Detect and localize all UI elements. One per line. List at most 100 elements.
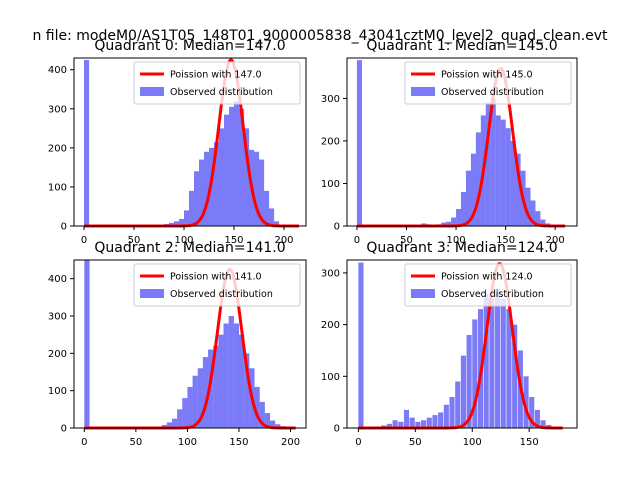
- q1-hist-bar: [485, 102, 491, 226]
- panel-q2: 0 50 100 150 200 0 100 200 300 400 Poission with 1…: [48, 240, 307, 448]
- q3-hist-bar: [512, 324, 518, 428]
- q0-y-tick-label: 200: [48, 143, 67, 154]
- q3-hist-bar: [358, 262, 364, 428]
- q2-hist-bar: [84, 260, 90, 428]
- panel-q1: 0 50 100 150 200 0 100 200 300 Poission with 145.…: [321, 38, 578, 246]
- q1-hist-bar: [490, 98, 496, 226]
- q2-hist-bar: [182, 398, 188, 428]
- q1-hist-bar: [461, 191, 467, 226]
- q3-hist-bar: [489, 298, 495, 428]
- q3-y-tick-label: 200: [321, 320, 340, 331]
- q3-hist-bar: [500, 298, 506, 428]
- q1-legend: [404, 61, 572, 105]
- q3-y-tick-label: 0: [334, 424, 340, 435]
- q0-hist-bar: [174, 221, 180, 226]
- q0-hist-bar: [229, 106, 235, 226]
- q1-hist-bar: [451, 217, 457, 226]
- q3-hist-bar: [438, 412, 444, 428]
- q2-hist-bar: [259, 401, 265, 428]
- q3-hist-bar: [421, 420, 427, 428]
- q3-x-tick-label: 100: [463, 437, 482, 448]
- q3-hist-bar: [523, 376, 529, 428]
- q0-hist-bar: [189, 190, 195, 226]
- q1-hist-bar: [495, 115, 501, 226]
- q1-hist-bar: [500, 119, 506, 226]
- q2-hist-bar: [269, 420, 276, 428]
- q2-legend-hist-swatch: [140, 289, 164, 298]
- q3-hist-bar: [455, 381, 461, 428]
- q3-hist-bar: [495, 288, 501, 428]
- q1-x-tick-label: 50: [400, 235, 413, 246]
- q2-y-tick-label: 400: [48, 274, 67, 285]
- q2-legend: [133, 263, 301, 307]
- q3-hist-bar: [466, 334, 472, 428]
- q1-x-tick-label: 100: [447, 235, 466, 246]
- q1-y-tick-label: 200: [321, 136, 340, 147]
- q2-hist-bar: [244, 353, 250, 428]
- q0-hist-bar: [204, 151, 210, 226]
- q0-hist-bar: [214, 142, 220, 226]
- q2-hist-bar: [187, 386, 193, 428]
- q3-x-tick-label: 50: [409, 437, 422, 448]
- q0-hist-bar: [264, 190, 270, 226]
- panel-q3: 0 50 100 150 0 100 200 300 Poission with 124.0 Ob…: [321, 240, 578, 448]
- q2-hist-bar: [171, 418, 178, 428]
- q1-x-tick-label: 200: [546, 235, 565, 246]
- q2-hist-bar: [275, 424, 281, 428]
- q2-x-tick-label: 100: [178, 437, 197, 448]
- q3-hist-bar: [443, 404, 449, 428]
- q2-x-tick-label: 150: [229, 437, 248, 448]
- q0-hist-bar: [254, 151, 260, 226]
- q2-axes-frame: [73, 259, 307, 429]
- q0-y-tick-label: 300: [48, 104, 67, 115]
- figure-suptitle: n file: modeM0/AS1T05_148T01_9000005838_…: [32, 28, 608, 44]
- q3-hist-bar: [403, 409, 410, 428]
- q0-hist-bar: [224, 114, 230, 226]
- q0-hist-bar: [239, 108, 245, 226]
- q1-hist-bar: [456, 208, 462, 226]
- q1-x-tick-label: 0: [354, 235, 360, 246]
- q1-y-tick-label: 0: [334, 222, 340, 233]
- q1-hist-bar: [515, 153, 521, 226]
- q0-hist-bar: [179, 218, 185, 226]
- q0-x-tick-label: 100: [174, 235, 193, 246]
- q2-hist-bar: [197, 368, 203, 428]
- q3-y-tick-label: 300: [321, 268, 340, 279]
- q3-hist-bar: [426, 417, 432, 428]
- q0-hist-bar: [194, 171, 200, 226]
- q0-x-tick-label: 150: [224, 235, 243, 246]
- q2-hist-bar: [223, 323, 229, 428]
- q3-hist-bar: [540, 420, 546, 428]
- q2-hist-bar: [192, 375, 198, 428]
- q1-hist-bar: [540, 219, 546, 226]
- q0-hist-bar: [219, 128, 225, 226]
- q2-hist-bar: [218, 334, 224, 428]
- q2-title: Quadrant 2: Median=141.0: [94, 240, 285, 256]
- q1-legend-hist-swatch: [411, 87, 435, 96]
- q0-title: Quadrant 0: Median=147.0: [94, 38, 285, 54]
- q3-x-tick-label: 0: [355, 437, 361, 448]
- q3-y-tick-label: 100: [321, 372, 340, 383]
- q3-hist-bar: [386, 423, 392, 428]
- q0-x-tick-label: 50: [128, 235, 141, 246]
- q3-legend: [404, 263, 572, 307]
- q0-x-tick-label: 200: [274, 235, 293, 246]
- q1-legend-fit-label: Poission with 145.0: [441, 70, 533, 81]
- q3-hist-bar: [415, 421, 421, 428]
- q3-hist-bar: [472, 319, 478, 428]
- q3-hist-bar: [449, 396, 455, 428]
- q1-title: Quadrant 1: Median=145.0: [366, 38, 557, 54]
- q1-hist-bar: [525, 187, 531, 226]
- q2-hist-bar: [166, 422, 173, 428]
- q3-hist-bar: [529, 396, 535, 428]
- q1-hist-bar: [505, 128, 511, 226]
- q0-hist-bar: [184, 210, 190, 226]
- q0-y-tick-label: 0: [61, 222, 67, 233]
- q0-legend-hist-swatch: [140, 87, 164, 96]
- q3-legend-fit-label: Poission with 124.0: [441, 272, 533, 283]
- q0-hist-bar: [259, 159, 265, 226]
- q0-hist-bar: [169, 222, 175, 226]
- q3-hist-bar: [398, 421, 404, 428]
- q3-axes-frame: [346, 259, 578, 429]
- q1-hist-bar: [530, 200, 536, 226]
